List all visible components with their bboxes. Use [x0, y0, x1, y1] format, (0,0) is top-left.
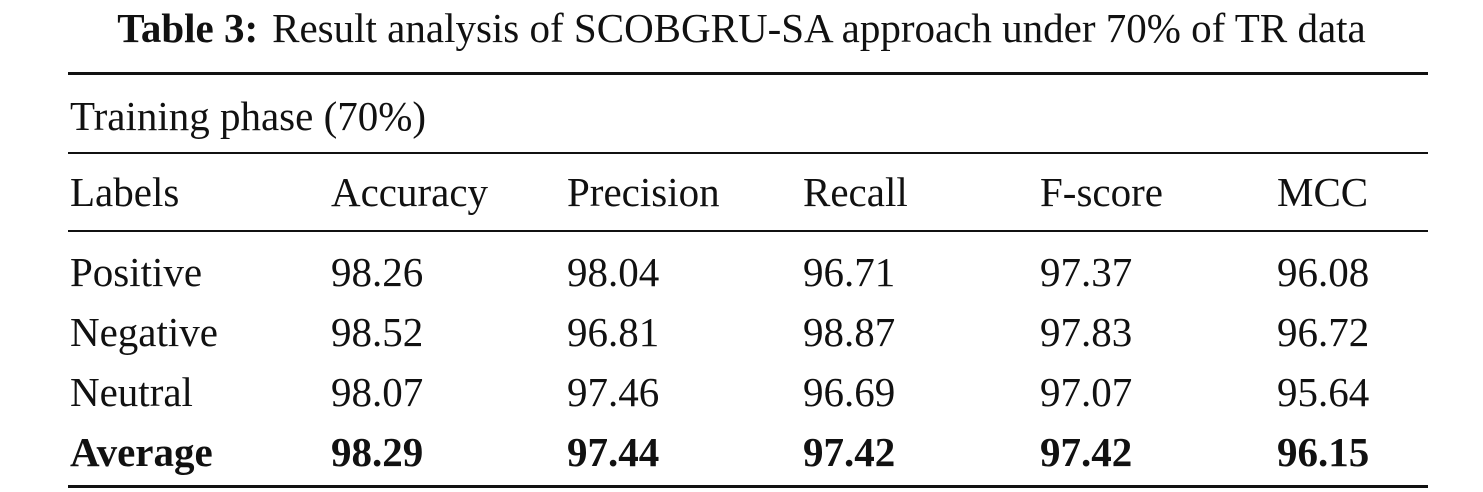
body-cell: Neutral: [70, 369, 193, 415]
header-cell: F-score: [1040, 169, 1163, 215]
body-cell: 96.71: [803, 249, 896, 295]
caption: Table 3: Result analysis of SCOBGRU-SA ap…: [0, 4, 1483, 52]
body-cell: 97.46: [567, 369, 660, 415]
body-cell: 97.37: [1040, 249, 1133, 295]
average-cell: 97.44: [567, 429, 660, 475]
body-cell: 98.04: [567, 249, 660, 295]
body-cell: 95.64: [1277, 369, 1370, 415]
body-cell: 97.07: [1040, 369, 1133, 415]
section-rule: [68, 152, 1428, 154]
body-cell: 98.52: [331, 309, 424, 355]
top-rule: [68, 72, 1428, 75]
header-cell: Recall: [803, 169, 908, 215]
body-cell: 96.69: [803, 369, 896, 415]
average-cell: 97.42: [803, 429, 896, 475]
bottom-rule: [68, 485, 1428, 488]
body-cell: 96.81: [567, 309, 660, 355]
caption-text: Result analysis of SCOBGRU-SA approach u…: [272, 5, 1366, 51]
average-cell: 96.15: [1277, 429, 1370, 475]
header-cell: Precision: [567, 169, 720, 215]
header-rule: [68, 230, 1428, 232]
section-title: Training phase (70%): [70, 93, 427, 139]
header-cell: Labels: [70, 169, 180, 215]
header-cell: Accuracy: [331, 169, 489, 215]
body-cell: 98.07: [331, 369, 424, 415]
average-cell: 97.42: [1040, 429, 1133, 475]
body-cell: 98.87: [803, 309, 896, 355]
header-cell: MCC: [1277, 169, 1369, 215]
body-cell: Positive: [70, 249, 203, 295]
body-cell: 97.83: [1040, 309, 1133, 355]
body-cell: Negative: [70, 309, 218, 355]
body-cell: 98.26: [331, 249, 424, 295]
caption-label: Table 3:: [117, 5, 259, 51]
average-cell: Average: [70, 429, 213, 475]
body-cell: 96.08: [1277, 249, 1370, 295]
average-cell: 98.29: [331, 429, 424, 475]
body-cell: 96.72: [1277, 309, 1370, 355]
